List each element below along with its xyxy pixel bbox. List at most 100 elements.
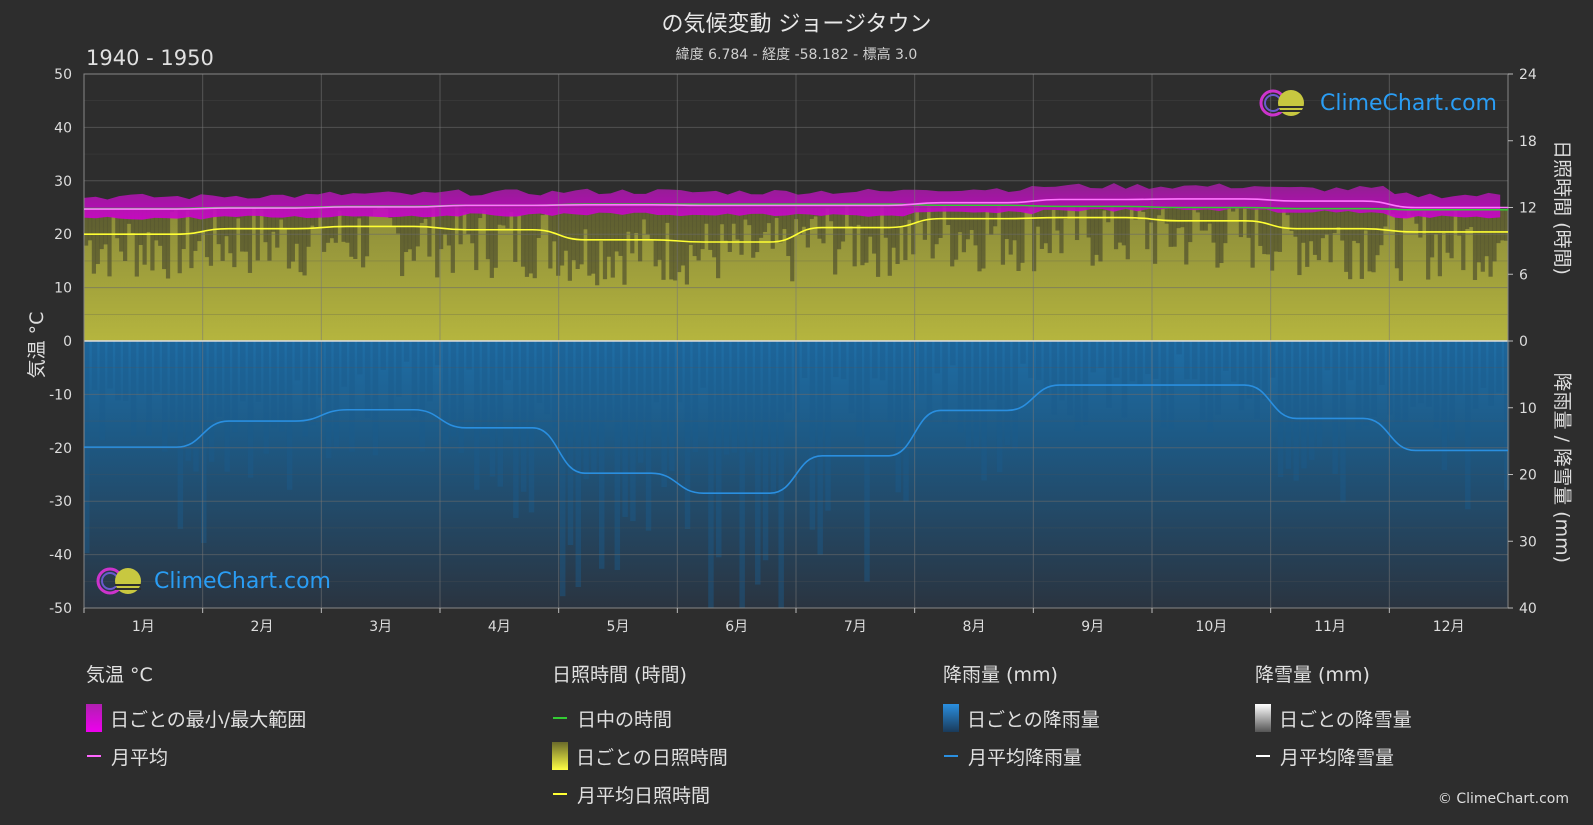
y-left-tick-label: -10 bbox=[49, 387, 72, 403]
daily-sunshine-shade bbox=[993, 205, 998, 227]
daily-sunshine-shade bbox=[840, 204, 846, 242]
daily-rain-bar bbox=[1106, 341, 1112, 408]
daily-sunshine-shade bbox=[1086, 206, 1091, 238]
legend-heading: 日照時間 (時間) bbox=[552, 664, 687, 686]
daily-rain-bar bbox=[1113, 341, 1120, 378]
daily-sunshine-shade bbox=[684, 204, 690, 285]
daily-sunshine-shade bbox=[891, 204, 896, 248]
daily-rain-bar bbox=[1020, 341, 1026, 364]
daily-sunshine-shade bbox=[1332, 208, 1337, 234]
daily-rain-bar bbox=[466, 341, 472, 370]
daily-sunshine-shade bbox=[946, 205, 951, 226]
x-tick-label: 4月 bbox=[488, 619, 511, 635]
daily-sunshine-shade bbox=[961, 205, 967, 253]
daily-rain-bar bbox=[1215, 341, 1221, 415]
daily-rain-bar bbox=[934, 341, 940, 374]
y-left-tick-label: -40 bbox=[49, 548, 72, 564]
daily-rain-bar bbox=[723, 341, 730, 455]
daily-sunshine-shade bbox=[922, 205, 927, 240]
daily-sunshine-shade bbox=[606, 204, 611, 257]
daily-rain-bar bbox=[1301, 341, 1307, 469]
daily-sunshine-shade bbox=[556, 205, 561, 276]
daily-sunshine-shade bbox=[1219, 207, 1224, 264]
daily-rain-bar bbox=[162, 341, 168, 452]
daily-rain-bar bbox=[1121, 341, 1128, 418]
daily-sunshine-shade bbox=[150, 208, 155, 271]
daily-sunshine-shade bbox=[271, 207, 276, 232]
rain-mean-line bbox=[84, 384, 1508, 494]
daily-rain-bar bbox=[286, 341, 293, 490]
daily-sunshine-shade bbox=[598, 204, 604, 242]
daily-sunshine-shade bbox=[1246, 207, 1251, 238]
daily-sunshine-shade bbox=[1484, 209, 1489, 257]
daily-sunshine-shade bbox=[1176, 207, 1181, 229]
daily-rain-bar bbox=[1394, 341, 1401, 424]
daily-sunshine-shade bbox=[1188, 207, 1193, 243]
daily-sunshine-shade bbox=[1488, 209, 1493, 277]
daily-sunshine-shade bbox=[232, 207, 237, 268]
line-swatch bbox=[553, 793, 567, 795]
daily-sunshine-shade bbox=[602, 204, 608, 280]
daily-sunshine-shade bbox=[286, 207, 292, 269]
daily-sunshine-shade bbox=[107, 208, 112, 277]
daily-sunshine-shade bbox=[1207, 207, 1212, 224]
daily-rain-bar bbox=[918, 341, 925, 394]
daily-rain-bar bbox=[1293, 341, 1299, 481]
daily-sunshine-shade bbox=[1184, 207, 1189, 265]
daily-sunshine-shade bbox=[1258, 207, 1263, 246]
daily-rain-bar bbox=[99, 341, 106, 441]
daily-sunshine-shade bbox=[513, 205, 518, 262]
daily-rain-bar bbox=[247, 341, 254, 478]
daily-rain-bar bbox=[1410, 341, 1416, 407]
climechart-logo-icon bbox=[1259, 89, 1304, 117]
daily-sunshine-shade bbox=[91, 208, 97, 274]
daily-sunshine-shade bbox=[450, 205, 455, 273]
legend-snow: 降雪量 (mm) 日ごとの降雪量 月平均降雪量 bbox=[1255, 660, 1412, 775]
daily-rain-bar bbox=[1152, 341, 1159, 379]
logo-top[interactable]: ClimeChart.com bbox=[1258, 88, 1497, 118]
line-swatch bbox=[87, 755, 101, 757]
daily-sunshine-shade bbox=[762, 204, 768, 232]
daily-sunshine-shade bbox=[115, 208, 120, 239]
daily-rain-bar bbox=[926, 341, 933, 422]
daily-rain-bar bbox=[1098, 341, 1104, 369]
daily-sunshine-shade bbox=[1231, 207, 1236, 212]
daily-sunshine-shade bbox=[1340, 208, 1345, 241]
daily-sunshine-shade bbox=[973, 205, 978, 246]
daily-sunshine-shade bbox=[778, 204, 783, 243]
daily-rain-bar bbox=[513, 341, 519, 518]
daily-sunshine-shade bbox=[458, 205, 463, 245]
daily-sunshine-shade bbox=[1133, 206, 1138, 220]
daily-sunshine-shade bbox=[1504, 209, 1509, 241]
daily-rain-bar bbox=[1340, 341, 1346, 503]
x-tick-label: 5月 bbox=[607, 619, 630, 635]
daily-sunshine-shade bbox=[524, 205, 530, 277]
daily-rain-bar bbox=[989, 341, 995, 400]
daily-sunshine-shade bbox=[1301, 208, 1306, 243]
logo-bottom[interactable]: ClimeChart.com bbox=[96, 566, 331, 596]
daily-rain-bar bbox=[965, 341, 972, 451]
daily-sunshine-shade bbox=[1059, 206, 1064, 254]
daily-rain-bar bbox=[1004, 341, 1011, 446]
daily-sunshine-shade bbox=[470, 205, 475, 244]
daily-sunshine-shade bbox=[938, 205, 943, 238]
daily-sunshine-shade bbox=[1156, 207, 1162, 216]
daily-rain-bar bbox=[325, 341, 332, 459]
daily-rain-bar bbox=[185, 341, 191, 461]
daily-sunshine-shade bbox=[208, 207, 214, 266]
daily-sunshine-shade bbox=[1262, 207, 1267, 255]
daily-sunshine-shade bbox=[696, 204, 701, 261]
daily-sunshine-shade bbox=[723, 204, 729, 241]
daily-sunshine-shade bbox=[1063, 206, 1068, 219]
legend-rain: 降雨量 (mm) 日ごとの降雨量 月平均降雨量 bbox=[943, 660, 1100, 775]
legend-item: 日ごとの最小/最大範囲 bbox=[86, 699, 306, 737]
daily-rain-bar bbox=[341, 341, 347, 387]
daily-sunshine-shade bbox=[1047, 206, 1052, 254]
daily-sunshine-shade bbox=[1117, 206, 1123, 243]
daily-sunshine-shade bbox=[1441, 209, 1446, 233]
daily-rain-bar bbox=[911, 341, 917, 401]
daily-sunshine-shade bbox=[716, 204, 721, 279]
daily-rain-bar bbox=[653, 341, 660, 403]
daily-rain-bar bbox=[201, 341, 207, 543]
logo-text: ClimeChart.com bbox=[154, 568, 331, 594]
